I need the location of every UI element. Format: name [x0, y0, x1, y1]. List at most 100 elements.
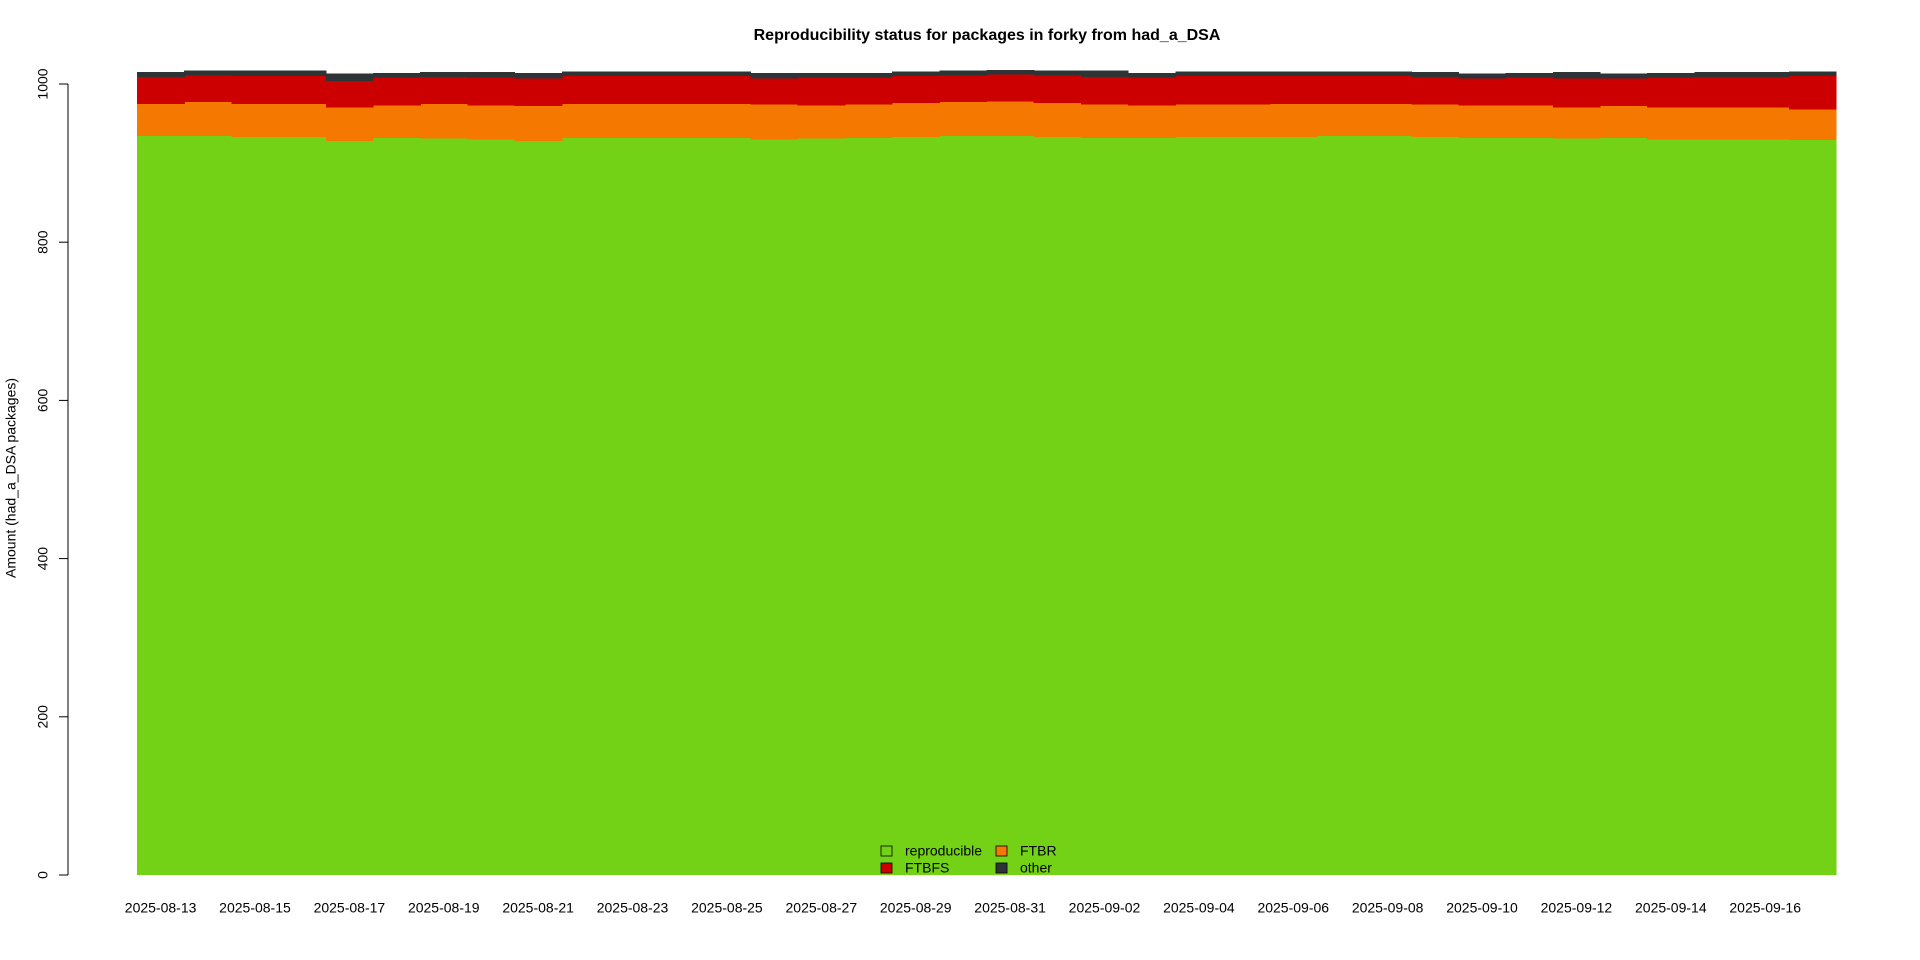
area-step — [1505, 105, 1554, 138]
area-step — [1458, 73, 1507, 79]
legend-label: FTBFS — [905, 860, 949, 876]
area-step — [1175, 136, 1224, 875]
area-step — [1080, 70, 1129, 77]
area-step — [1269, 136, 1318, 875]
area-step — [1552, 78, 1601, 108]
area-step — [372, 77, 421, 106]
area-step — [1694, 139, 1743, 875]
x-tick-label: 2025-08-19 — [408, 900, 480, 916]
area-step — [1741, 72, 1790, 77]
area-step — [1505, 72, 1554, 78]
x-tick-label: 2025-09-04 — [1163, 900, 1235, 916]
area-step — [184, 136, 232, 875]
area-step — [325, 107, 374, 141]
area-step — [420, 138, 468, 876]
area-step — [1269, 71, 1318, 77]
area-step — [1175, 71, 1224, 77]
area-step — [1364, 76, 1412, 104]
area-step — [420, 72, 468, 77]
area-step — [1316, 76, 1365, 104]
area-step — [750, 139, 799, 875]
area-step — [1600, 137, 1648, 876]
area-step — [1411, 136, 1460, 875]
area-step — [1269, 76, 1318, 104]
area-step — [184, 70, 232, 76]
area-step — [608, 76, 657, 104]
area-step — [372, 72, 421, 78]
area-step — [1505, 137, 1554, 876]
area-step — [1552, 107, 1601, 139]
area-step — [892, 71, 940, 77]
area-step — [1694, 76, 1743, 108]
area-step — [656, 103, 704, 138]
area-step — [892, 136, 940, 875]
y-tick-label: 800 — [35, 230, 51, 254]
area-step — [1222, 76, 1271, 105]
x-tick-label: 2025-08-13 — [125, 900, 197, 916]
area-step — [1600, 78, 1648, 107]
area-step — [1175, 104, 1224, 137]
x-tick-label: 2025-09-02 — [1069, 900, 1141, 916]
area-step — [844, 72, 893, 78]
area-step — [1128, 77, 1176, 106]
area-step — [656, 137, 704, 876]
area-step — [939, 136, 988, 875]
area-step — [1552, 138, 1601, 876]
area-step — [231, 136, 280, 875]
x-tick-label: 2025-08-31 — [974, 900, 1046, 916]
area-step — [1694, 72, 1743, 77]
area-step — [1458, 105, 1507, 138]
area-step — [986, 74, 1035, 102]
area-step — [1647, 72, 1696, 78]
area-step — [892, 102, 940, 137]
area-step — [1175, 76, 1224, 105]
area-step — [986, 69, 1035, 75]
area-step — [1033, 70, 1082, 76]
area-step — [231, 70, 280, 77]
area-step — [514, 140, 563, 875]
area-step — [939, 75, 988, 103]
area-step — [939, 102, 988, 137]
y-tick-label: 400 — [35, 547, 51, 571]
area-step — [1788, 140, 1837, 875]
area-step — [656, 76, 704, 104]
x-tick-label: 2025-08-17 — [314, 900, 386, 916]
area-step — [1411, 72, 1460, 77]
area-step — [1080, 76, 1129, 105]
area-step — [561, 71, 610, 77]
area-step — [1552, 72, 1601, 79]
area-step — [1411, 76, 1460, 105]
x-tick-label: 2025-09-06 — [1257, 900, 1329, 916]
area-step — [325, 73, 374, 81]
area-step — [561, 103, 610, 138]
legend-label: other — [1020, 860, 1052, 876]
area-step — [1458, 137, 1507, 876]
area-step — [420, 103, 468, 139]
area-step — [137, 103, 185, 137]
x-tick-label: 2025-09-14 — [1635, 900, 1707, 916]
area-step — [1364, 103, 1412, 137]
area-step — [608, 103, 657, 138]
area-step — [986, 136, 1035, 875]
x-tick-label: 2025-08-27 — [786, 900, 858, 916]
area-step — [514, 78, 563, 107]
chart-title: Reproducibility status for packages in f… — [754, 27, 1221, 44]
area-step — [278, 76, 327, 104]
x-tick-label: 2025-09-16 — [1729, 900, 1801, 916]
area-step — [325, 140, 374, 875]
legend-label: FTBR — [1020, 843, 1057, 859]
x-tick-label: 2025-09-10 — [1446, 900, 1518, 916]
area-step — [844, 137, 893, 876]
area-step — [1080, 137, 1129, 876]
area-step — [561, 76, 610, 104]
area-step — [1033, 102, 1082, 137]
area-step — [892, 76, 940, 103]
x-tick-label: 2025-09-12 — [1541, 900, 1613, 916]
legend-label: reproducible — [905, 843, 982, 859]
area-step — [1647, 77, 1696, 108]
area-step — [467, 139, 516, 875]
area-step — [703, 103, 752, 138]
area-step — [1788, 109, 1837, 141]
area-step — [1741, 76, 1790, 108]
